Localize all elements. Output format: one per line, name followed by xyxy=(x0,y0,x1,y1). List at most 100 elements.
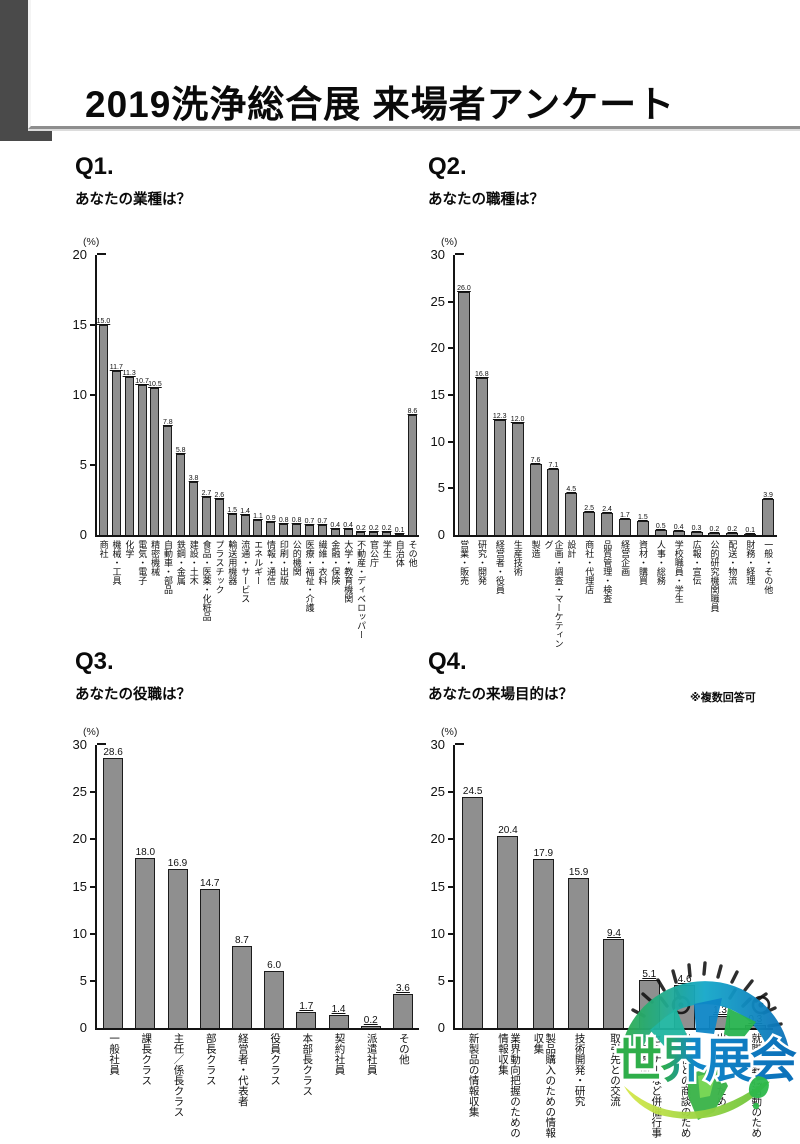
category-label: 品質管理・検査 xyxy=(602,540,613,603)
bar: 1.7 xyxy=(618,512,631,535)
bar-value-label: 0.3 xyxy=(691,525,702,533)
y-axis-tick-mark xyxy=(90,394,96,396)
category-label: 人事・総務 xyxy=(655,540,666,585)
bar: 0.8 xyxy=(292,517,301,535)
category-label: 公的研究機関職員 xyxy=(709,540,720,612)
category-slot: 不動産・ディベロッパー xyxy=(355,540,368,639)
category-label: 化学 xyxy=(124,540,135,558)
bar-slot: 24.5 xyxy=(455,786,490,1028)
bar: 1.5 xyxy=(636,514,649,535)
bar: 0.2 xyxy=(708,526,721,535)
bar-slot: 0.1 xyxy=(741,527,759,535)
bar: 8.6 xyxy=(408,408,417,535)
category-label: 一般・その他 xyxy=(763,540,774,594)
category-slot: 配送・物流 xyxy=(723,540,741,585)
bar-value-label: 2.6 xyxy=(214,491,225,499)
category-slot: 就職・転職活動のため xyxy=(738,1033,773,1138)
y-axis-tick-mark xyxy=(448,979,454,982)
category-label: 業界動向把握のための情報収集 xyxy=(496,1033,521,1138)
bar: 1.7 xyxy=(296,1001,317,1028)
category-slot: 公的研究機関職員 xyxy=(705,540,723,612)
bar: 3.8 xyxy=(189,475,198,535)
bar-value-label: 8.6 xyxy=(407,407,418,415)
y-axis-tick-label: 10 xyxy=(430,925,445,941)
y-axis-tick-mark xyxy=(90,838,96,841)
page-header: 2019洗浄総合展 来場者アンケート xyxy=(28,0,800,129)
category-slot: 本部長クラス xyxy=(290,1033,322,1096)
bar-slot: 1.1 xyxy=(252,513,265,535)
bar-value-label: 9.4 xyxy=(607,928,621,940)
y-axis-tick-label: 0 xyxy=(437,527,445,542)
bar: 0.7 xyxy=(305,518,314,535)
bar-value-label: 1.3 xyxy=(713,1004,727,1016)
bar: 0.4 xyxy=(343,522,353,535)
category-label: 企画・調査・マーケティング xyxy=(543,540,564,648)
category-slot: プラスチック xyxy=(213,540,226,594)
bar-value-label: 3.9 xyxy=(763,491,773,499)
bar-slot: 0.5 xyxy=(652,523,670,535)
bar: 0.2 xyxy=(356,525,366,535)
bar-slot: 20.4 xyxy=(490,825,525,1028)
bar-value-label: 12.0 xyxy=(510,416,525,423)
y-axis-tick-label: 25 xyxy=(430,293,445,309)
bar-slot: 0.2 xyxy=(705,526,723,535)
category-label: 不動産・ディベロッパー xyxy=(356,540,367,639)
bar-value-label: 7.6 xyxy=(530,457,541,465)
bar-slot: 0.2 xyxy=(723,526,741,535)
y-axis-tick-label: 15 xyxy=(430,387,445,402)
bar: 0.5 xyxy=(654,523,667,535)
bar-slot: 0.8 xyxy=(290,517,303,535)
bar-value-label: 3.8 xyxy=(188,474,199,482)
y-axis-tick-mark xyxy=(90,885,96,888)
category-slot: 企画・調査・マーケティング xyxy=(543,540,564,656)
bar-slot: 26.0 xyxy=(455,285,473,535)
bar: 26.0 xyxy=(457,285,471,535)
bar-value-label: 16.8 xyxy=(475,371,489,379)
category-label: 出展検討のため xyxy=(714,1033,727,1107)
y-axis-tick-label: 30 xyxy=(430,247,445,262)
category-label: 技術開発・研究 xyxy=(573,1033,586,1107)
bar-slot: 0.8 xyxy=(277,517,290,535)
category-slot: 精密機械 xyxy=(149,540,162,576)
percent-unit-label: (%) xyxy=(83,236,100,248)
bar: 12.3 xyxy=(493,413,507,535)
bar: 7.6 xyxy=(529,457,542,535)
bar-value-label: 24.5 xyxy=(462,785,483,797)
y-axis-tick-mark xyxy=(90,979,96,982)
bar-slot: 5.1 xyxy=(632,969,667,1028)
bar-value-label: 2.5 xyxy=(584,504,595,512)
category-slot: 取引先との交流 xyxy=(596,1033,631,1107)
category-label: 輸送用機器 xyxy=(227,540,238,585)
bar-value-label: 0.2 xyxy=(381,525,392,533)
category-slot: 人事・総務 xyxy=(652,540,670,585)
y-axis-tick-mark xyxy=(90,464,96,466)
bar-value-label: 7.8 xyxy=(162,418,173,426)
bar: 6.0 xyxy=(264,960,285,1028)
y-axis-tick-mark xyxy=(90,791,96,794)
category-label: 出展社との商談のため xyxy=(679,1033,692,1138)
percent-unit-label: (%) xyxy=(441,236,458,248)
y-axis-tick-label: 5 xyxy=(79,457,87,472)
q1-heading: Q1. xyxy=(75,153,114,180)
category-slot: 学校職員・学生 xyxy=(670,540,688,603)
bar-slot: 15.0 xyxy=(97,318,110,535)
bar-value-label: 2.4 xyxy=(602,505,612,513)
q3-heading: Q3. xyxy=(75,648,114,675)
bar-value-label: 4.6 xyxy=(677,973,692,985)
bar-slot: 12.0 xyxy=(509,416,527,535)
bar-value-label: 7.1 xyxy=(548,461,559,469)
category-label: 官公庁 xyxy=(368,540,379,567)
bar: 17.9 xyxy=(532,848,554,1028)
bar-value-label: 0.3 xyxy=(748,1014,763,1026)
category-label: その他 xyxy=(397,1033,410,1065)
y-axis-tick-mark xyxy=(448,300,454,303)
category-slot: 食品・医薬・化粧品 xyxy=(200,540,213,621)
category-label: 繊維・衣料 xyxy=(317,540,328,585)
category-slot: 医療・福祉・介護 xyxy=(303,540,316,612)
bar: 0.8 xyxy=(279,517,289,535)
bar-value-label: 15.0 xyxy=(96,318,111,325)
category-label: 製造 xyxy=(530,540,541,558)
y-axis-tick-mark xyxy=(448,791,454,794)
percent-unit-label: (%) xyxy=(441,726,458,738)
